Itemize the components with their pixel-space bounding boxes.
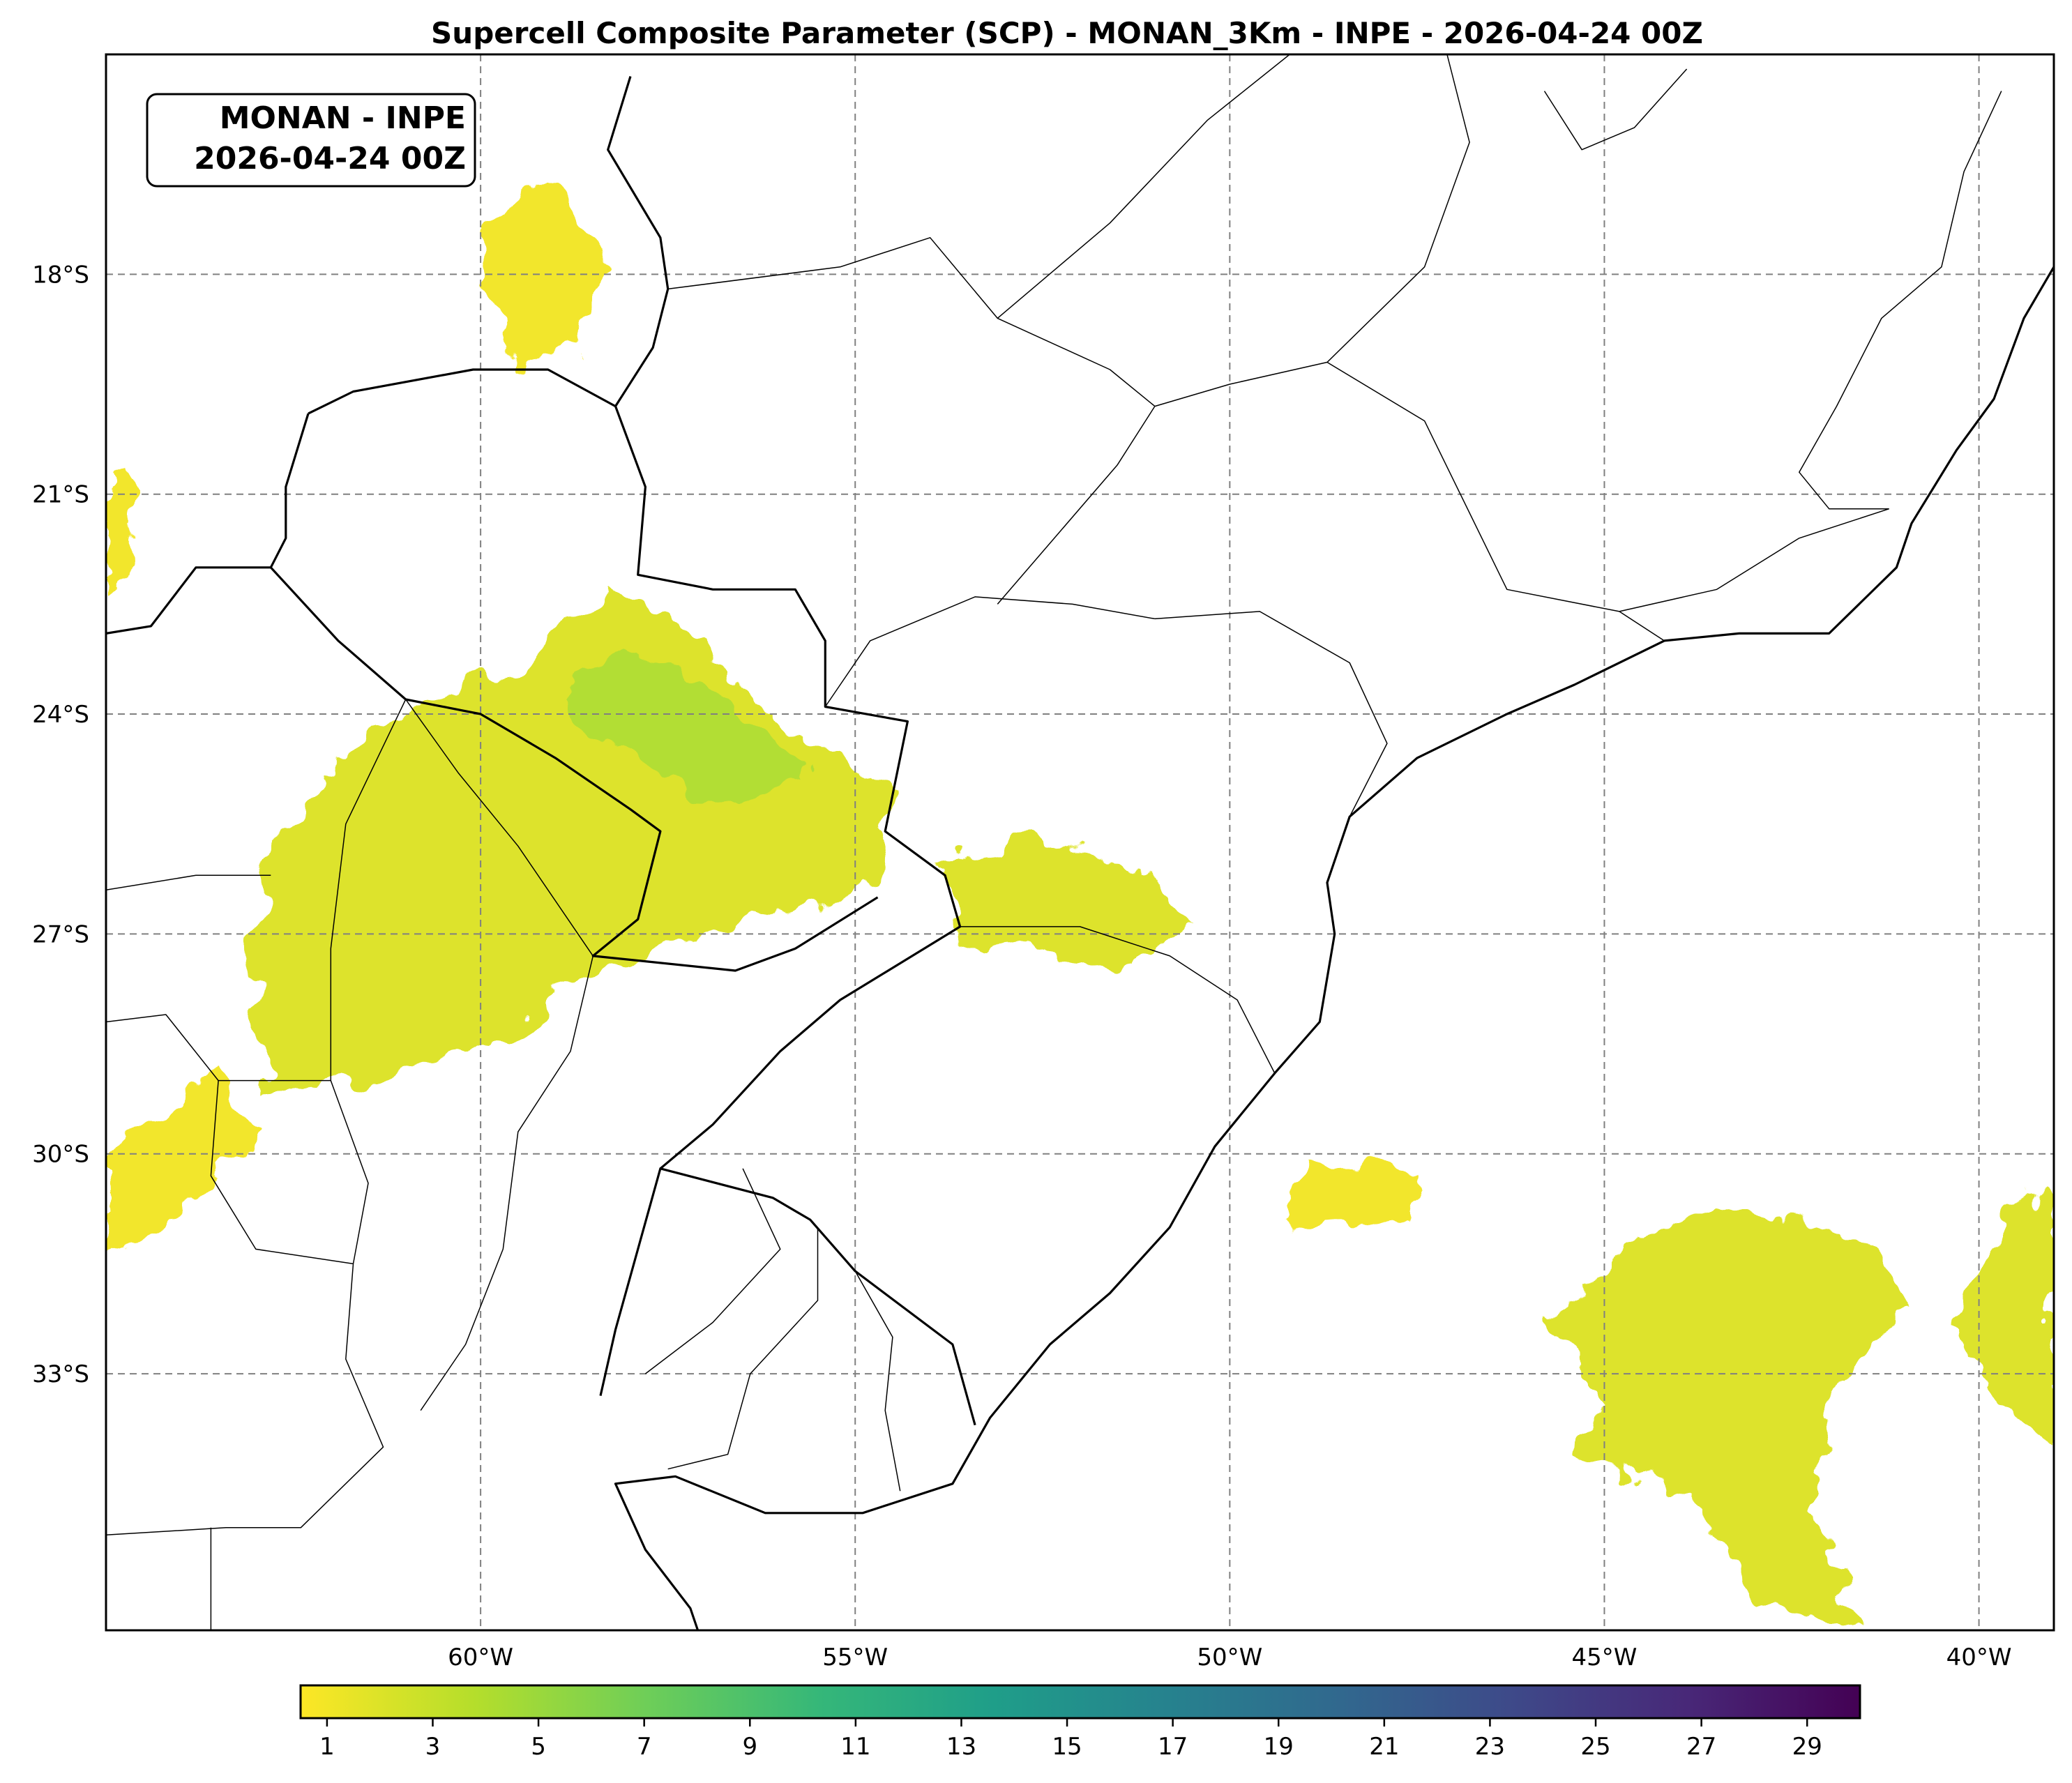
info-box-line2: 2026-04-24 00Z <box>194 141 466 176</box>
colorbar-tick-label: 25 <box>1580 1733 1610 1761</box>
state-boundary-line <box>824 596 1156 707</box>
colorbar-tick-label: 13 <box>946 1733 976 1761</box>
colorbar-tick-label: 15 <box>1052 1733 1082 1761</box>
scp-region-bolivia-west <box>106 472 144 590</box>
colorbar-tick-label: 23 <box>1475 1733 1505 1761</box>
scp-region-paraguay-core <box>555 648 810 810</box>
longitude-tick-labels: 60°W 55°W 50°W 45°W 40°W <box>448 1644 2011 1671</box>
state-boundary-line <box>854 1270 901 1492</box>
state-boundary-line <box>1619 508 1889 612</box>
colorbar-ticks: 1 3 5 7 9 11 13 15 17 19 21 23 25 27 29 <box>319 1718 1822 1761</box>
colorbar-bar <box>299 1684 1861 1720</box>
colorbar-tick-label: 17 <box>1158 1733 1188 1761</box>
map-frame <box>105 53 2055 1632</box>
state-boundary-line <box>330 699 407 1264</box>
colorbar-tick-label: 7 <box>637 1733 652 1761</box>
lon-tick-label: 45°W <box>1572 1644 1638 1671</box>
coastline-line <box>614 266 2054 1630</box>
international-boundaries <box>106 76 976 1426</box>
state-boundary-line <box>1154 611 1388 817</box>
info-box-line1: MONAN - INPE <box>220 100 466 136</box>
colorbar-tick-label: 9 <box>742 1733 757 1761</box>
country-border-line <box>607 76 962 1170</box>
info-box: MONAN - INPE 2026-04-24 00Z <box>146 93 476 188</box>
colorbar-tick-label: 27 <box>1686 1733 1716 1761</box>
country-border-line <box>106 566 271 635</box>
state-boundary-line <box>210 1080 354 1265</box>
state-boundary-line <box>960 926 1276 1074</box>
lat-tick-label: 30°S <box>32 1141 89 1169</box>
state-boundary-line <box>405 699 593 957</box>
lat-tick-label: 24°S <box>32 701 89 729</box>
lat-tick-label: 18°S <box>32 261 89 289</box>
scp-region-east-atlantic <box>1949 1197 2054 1440</box>
lon-tick-label: 50°W <box>1197 1644 1262 1671</box>
colorbar-tick-label: 5 <box>531 1733 546 1761</box>
colorbar-tick-label: 21 <box>1369 1733 1399 1761</box>
state-boundary-line <box>106 874 271 891</box>
state-boundary-line <box>106 1264 384 1536</box>
state-boundary-line <box>1799 91 2002 510</box>
chart-title: Supercell Composite Parameter (SCP) - MO… <box>431 16 1703 50</box>
scp-region-south-atlantic <box>1544 1212 1905 1623</box>
state-boundary-line <box>667 237 1156 407</box>
country-border-line <box>269 413 879 972</box>
map-area <box>106 54 2054 1630</box>
coastline <box>614 266 2054 1630</box>
scp-region-pantanal-streaks <box>481 172 608 370</box>
colorbar-tick-label: 19 <box>1264 1733 1294 1761</box>
lat-tick-label: 21°S <box>32 481 89 509</box>
colorbar-tick-label: 1 <box>319 1733 335 1761</box>
country-border-line <box>599 1167 976 1426</box>
latitude-tick-labels: 18°S 21°S 24°S 27°S 30°S 33°S <box>32 261 89 1388</box>
country-border-line <box>308 368 617 415</box>
scp-region-rs-coast-band <box>1282 1161 1425 1220</box>
scp-region-parana-sc <box>945 838 1193 971</box>
state-boundary-line <box>420 955 594 1411</box>
colorbar-tick-label: 29 <box>1792 1733 1822 1761</box>
lon-tick-label: 60°W <box>448 1644 513 1671</box>
lat-tick-label: 33°S <box>32 1360 89 1388</box>
lat-tick-label: 27°S <box>32 920 89 948</box>
gridlines <box>106 54 2054 1630</box>
state-boundary-line <box>644 1168 781 1374</box>
state-boundary-line <box>1326 54 1470 363</box>
state-boundary-line <box>997 54 1290 319</box>
state-boundary-line <box>1543 68 1688 151</box>
colorbar-tick-label: 11 <box>840 1733 870 1761</box>
scp-field-layer <box>106 172 2054 1623</box>
lon-tick-label: 55°W <box>822 1644 888 1671</box>
scp-region-argentina-southwest <box>106 1065 256 1257</box>
state-boundary-line <box>667 1227 819 1470</box>
lon-tick-label: 40°W <box>1946 1644 2012 1671</box>
state-boundaries <box>106 54 2002 1630</box>
colorbar: 1 3 5 7 9 11 13 15 17 19 21 23 25 27 29 <box>299 1684 1861 1761</box>
state-boundary-line <box>106 1014 331 1082</box>
colorbar-tick-label: 3 <box>425 1733 441 1761</box>
